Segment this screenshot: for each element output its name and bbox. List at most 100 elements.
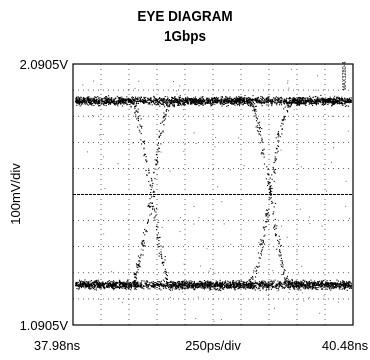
eye-trace-point [268,174,270,176]
eye-trace-point [285,280,287,282]
eye-trace-point [315,99,317,101]
eye-trace-point [299,286,301,288]
eye-trace-point [309,95,311,97]
eye-trace-point [143,155,145,157]
eye-trace-point [302,100,304,102]
eye-trace-point [268,183,270,185]
eye-trace-point [266,214,268,216]
eye-trace-point [106,283,108,285]
eye-trace-point [109,102,111,104]
eye-trace-point [162,99,164,101]
eye-trace-point [235,280,237,282]
eye-trace-point [278,133,280,135]
eye-trace-point [155,154,157,156]
eye-trace-point [279,99,281,101]
eye-trace-point [108,286,110,288]
eye-trace-point [277,145,279,147]
eye-trace-point [233,100,235,102]
eye-trace-point [140,97,142,99]
eye-trace-point [312,104,314,106]
eye-trace-point [128,288,130,290]
eye-trace-point [297,102,299,104]
eye-trace-point [185,101,187,103]
eye-trace-point [135,101,137,103]
eye-trace-point [150,202,152,204]
eye-trace-point [278,134,280,136]
eye-trace-point [332,102,334,104]
eye-trace-point [143,102,145,104]
eye-trace-point [121,100,123,102]
eye-trace-point [264,283,266,285]
eye-trace-point [221,288,223,290]
eye-trace-point [293,288,295,290]
eye-trace-point [78,284,80,286]
eye-trace-point [298,283,300,285]
eye-trace-point [341,98,343,100]
eye-trace-point [79,102,81,104]
eye-trace-point [205,287,207,289]
eye-trace-point [209,287,211,289]
eye-trace-point [103,284,105,286]
eye-trace-point [260,285,262,287]
eye-trace-point [273,211,275,213]
eye-trace-point [143,102,145,104]
eye-trace-point [157,284,159,286]
eye-trace-point [144,153,146,155]
eye-trace-point [163,112,165,114]
eye-trace-point [111,284,113,286]
eye-trace-point [293,100,295,102]
eye-trace-point [90,280,92,282]
eye-trace-point [152,283,154,285]
eye-trace-point [147,221,149,223]
eye-trace-point [348,101,350,103]
eye-trace-point [288,98,290,100]
eye-trace-point [315,287,317,289]
eye-trace-point [102,287,104,289]
eye-trace-point [161,285,163,287]
eye-trace-point [240,102,242,104]
eye-trace-point [342,280,344,282]
eye-trace-point [183,102,185,104]
eye-trace-point [206,282,208,284]
eye-trace-point [349,97,351,99]
eye-trace-point [211,103,213,105]
eye-trace-point [142,101,144,103]
eye-trace-point [122,284,124,286]
eye-trace-point [137,269,139,271]
eye-trace-point [158,98,160,100]
eye-trace-point [305,286,307,288]
eye-trace-point [242,98,244,100]
eye-trace-point [281,283,283,285]
eye-trace-point [248,279,250,281]
eye-trace-point [260,252,262,254]
eye-trace-point [263,100,265,102]
eye-trace-point [270,193,272,195]
eye-trace-point [267,184,269,186]
eye-trace-point [93,100,95,102]
eye-trace-point [226,100,228,102]
eye-trace-point [113,98,115,100]
eye-trace-point [207,280,209,282]
eye-trace-point [295,287,297,289]
eye-trace-point [255,105,257,107]
eye-trace-point [218,100,220,102]
eye-trace-point [177,285,179,287]
eye-trace-point [279,281,281,283]
eye-trace-point [161,103,163,105]
eye-trace-point [278,289,280,291]
eye-trace-point [342,283,344,285]
eye-trace-point [253,288,255,290]
eye-trace-point [296,98,298,100]
eye-trace-point [170,287,172,289]
eye-trace-point [104,288,106,290]
eye-trace-point [166,101,168,103]
eye-trace-point [326,286,328,288]
eye-trace-point [204,286,206,288]
eye-trace-point [331,283,333,285]
eye-trace-point [199,284,201,286]
eye-trace-point [225,282,227,284]
eye-trace-point [334,101,336,103]
eye-trace-point [145,282,147,284]
eye-trace-point [261,243,263,245]
eye-trace-point [228,286,230,288]
